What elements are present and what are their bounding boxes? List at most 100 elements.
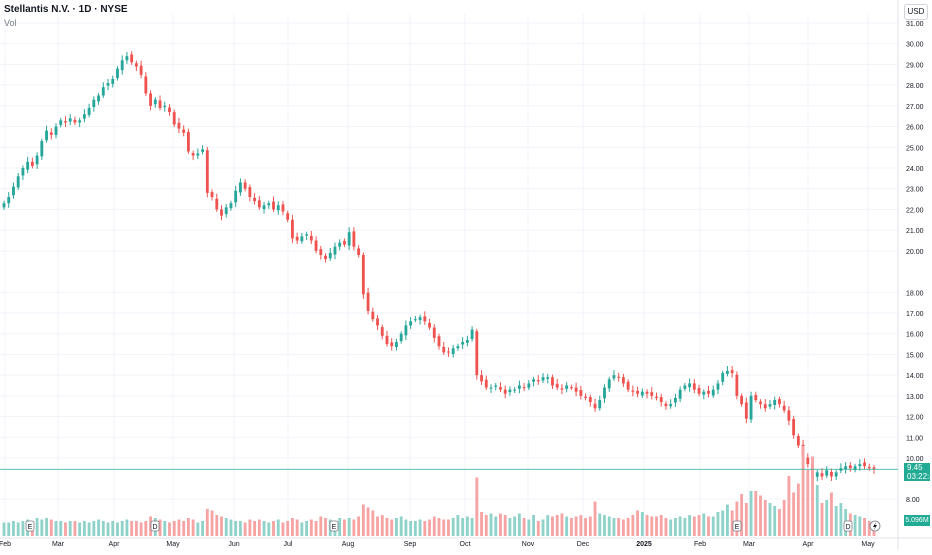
- candle-body: [470, 329, 474, 340]
- candle-body: [825, 470, 829, 476]
- volume-bar: [692, 516, 696, 536]
- x-tick-label: May: [861, 541, 875, 548]
- candle-body: [309, 235, 313, 241]
- volume-bar: [78, 522, 82, 536]
- volume-bar: [286, 521, 290, 536]
- candle-body: [711, 389, 715, 396]
- volume-bar: [730, 510, 734, 536]
- volume-bar: [54, 521, 58, 536]
- candle-body: [205, 150, 209, 193]
- earnings-marker-icon[interactable]: E: [732, 520, 742, 532]
- last-volume-label: 5.096M: [904, 515, 930, 526]
- volume-bar: [546, 515, 550, 536]
- volume-bar: [702, 513, 706, 536]
- earnings-marker-icon[interactable]: E: [25, 520, 35, 532]
- volume-bar: [707, 516, 710, 536]
- candle-body: [461, 342, 465, 345]
- candle-body: [603, 387, 606, 399]
- symbol-title[interactable]: Stellantis N.V. · 1D · NYSE: [4, 4, 128, 15]
- volume-bar: [532, 515, 535, 536]
- candle-body: [598, 400, 602, 409]
- candle-body: [626, 381, 630, 390]
- candle-body: [16, 176, 20, 188]
- y-tick-label: 8.00: [906, 497, 920, 504]
- volume-bar: [380, 515, 384, 536]
- candle-body: [607, 379, 611, 389]
- candle-body: [30, 161, 34, 166]
- candle-body: [792, 419, 796, 436]
- volume-bar: [144, 521, 148, 536]
- candle-body: [565, 385, 569, 389]
- volume-bar: [168, 522, 171, 536]
- candle-body: [238, 182, 242, 193]
- candle-body: [357, 248, 361, 255]
- candle-body: [574, 387, 578, 392]
- dividend-marker-icon[interactable]: D: [843, 520, 853, 532]
- volume-bar: [295, 519, 299, 536]
- candle-body: [54, 126, 58, 135]
- candle-body: [692, 383, 696, 390]
- volume-bar: [64, 522, 67, 536]
- y-tick-label: 24.00: [906, 166, 924, 173]
- volume-bar: [149, 516, 152, 536]
- volume-bar: [49, 519, 53, 536]
- candle-body: [669, 404, 673, 407]
- volume-bar: [413, 521, 417, 536]
- candle-body: [447, 351, 450, 353]
- volume-bar: [451, 518, 455, 536]
- volume-bar: [7, 522, 11, 536]
- candle-body: [631, 390, 635, 392]
- volume-indicator-label[interactable]: Vol: [4, 18, 17, 28]
- candle-body: [7, 197, 11, 204]
- candle-body: [319, 249, 323, 255]
- volume-bar: [853, 515, 857, 536]
- currency-label[interactable]: USD: [904, 4, 928, 20]
- svg-text:D: D: [152, 524, 157, 531]
- y-tick-label: 31.00: [906, 21, 924, 28]
- svg-text:E: E: [735, 524, 740, 531]
- candle-body: [863, 462, 866, 467]
- candle-body: [295, 236, 299, 241]
- volume-bar: [21, 521, 25, 536]
- volume-bar: [16, 522, 20, 536]
- volume-bar: [527, 519, 531, 536]
- candle-body: [546, 377, 550, 379]
- candle-body: [735, 374, 739, 396]
- volume-bar: [574, 516, 578, 536]
- candle-body: [796, 436, 800, 446]
- volume-bar: [773, 506, 777, 536]
- volume-bar: [106, 522, 110, 536]
- candle-body: [144, 76, 148, 94]
- candle-body: [664, 403, 668, 407]
- candle-body: [617, 376, 621, 378]
- candle-body: [830, 471, 833, 477]
- candle-body: [820, 473, 824, 477]
- dividend-marker-icon[interactable]: D: [150, 520, 160, 532]
- volume-bar: [272, 521, 275, 536]
- candle-body: [484, 379, 488, 388]
- candle-body: [612, 375, 616, 379]
- volume-bar: [92, 521, 96, 536]
- lightning-icon[interactable]: [869, 520, 881, 532]
- volume-bar: [82, 521, 86, 536]
- x-tick-label: Nov: [522, 541, 535, 548]
- candle-body: [759, 401, 762, 405]
- earnings-marker-icon[interactable]: E: [329, 520, 339, 532]
- volume-bar: [59, 521, 63, 536]
- volume-bar: [101, 521, 105, 536]
- x-tick-label: Feb: [694, 541, 706, 548]
- volume-bar: [555, 515, 559, 536]
- x-tick-label: Aug: [342, 541, 355, 548]
- volume-bar: [68, 521, 72, 536]
- candle-body: [480, 375, 483, 382]
- candle-body: [276, 205, 280, 211]
- x-tick-label: Dec: [577, 541, 590, 548]
- volume-bar: [461, 518, 465, 536]
- candle-body: [640, 391, 644, 396]
- volume-bar: [470, 518, 474, 536]
- candle-body: [432, 327, 436, 338]
- volume-bar: [617, 518, 621, 536]
- candle-body: [522, 387, 526, 389]
